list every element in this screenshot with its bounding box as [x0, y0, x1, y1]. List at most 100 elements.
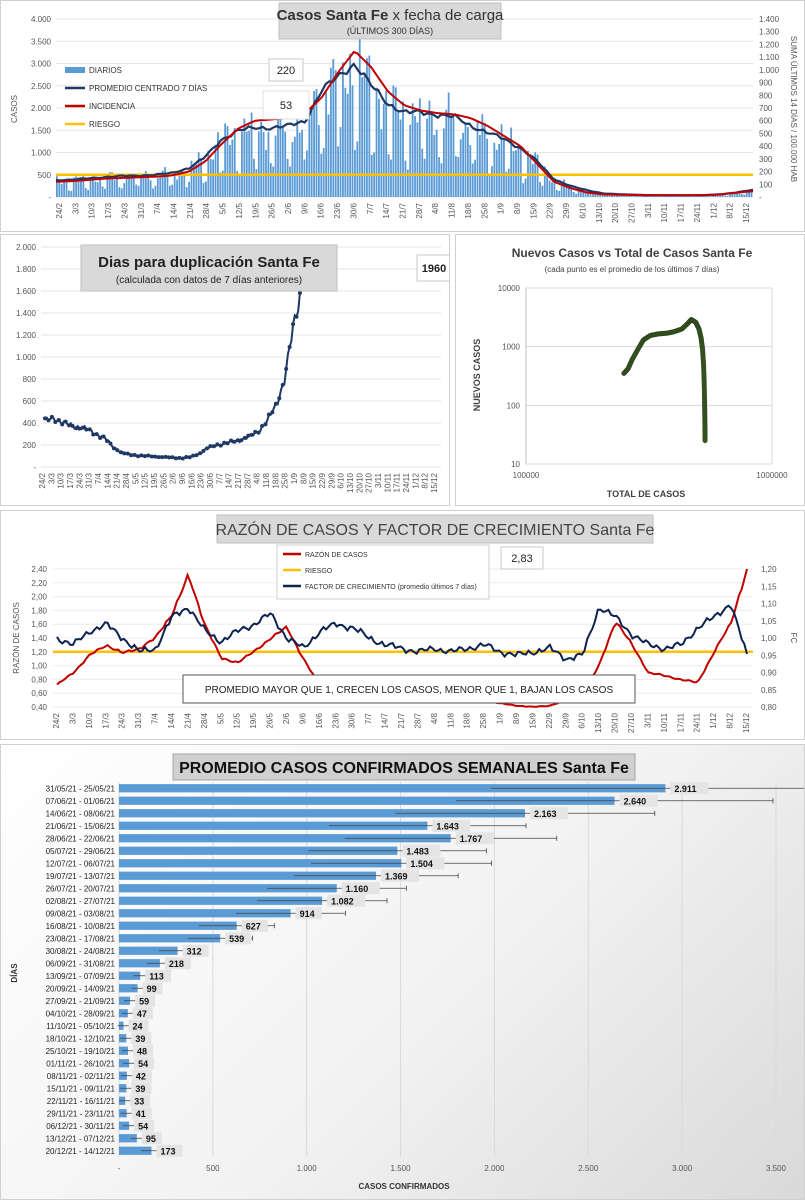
doubling-point	[287, 345, 292, 350]
y2-tick-label: 1,00	[761, 634, 777, 643]
x-tick-label: 2/6	[282, 712, 291, 724]
annotation-box	[268, 58, 304, 82]
x-tick-label: 29/9	[561, 712, 570, 728]
daily-bar	[344, 87, 347, 197]
doubling-point	[163, 454, 168, 459]
daily-bar	[565, 184, 568, 197]
daily-bar	[541, 185, 544, 197]
x-tick-label: 30/6	[206, 472, 215, 488]
x-tick-label: 12/5	[141, 472, 150, 488]
daily-bar	[221, 170, 224, 197]
daily-bar	[248, 130, 251, 197]
ratio-chart-panel: 0,40 0,60 0,80 1,00 1,20 1,40 1,60 1,80 2,00 2,20…	[0, 510, 805, 740]
value-label-box	[402, 844, 441, 857]
daily-bar	[503, 140, 505, 197]
daily-bar	[289, 166, 291, 197]
y-tick-label: 0,80	[31, 675, 47, 684]
x-tick-label: 15/9	[528, 712, 537, 728]
x-tick-label: 3/3	[68, 712, 77, 724]
x-tick-label: 10/3	[88, 202, 97, 218]
daily-bar	[209, 158, 212, 197]
daily-bar	[399, 119, 402, 197]
category-label: 19/07/21 - 13/07/21	[46, 872, 116, 881]
daily-bar	[224, 123, 227, 197]
x-tick-label: 3.500	[766, 1164, 787, 1173]
x-tick-label: 3/11	[374, 472, 383, 488]
daily-bar	[572, 191, 575, 197]
daily-bar	[147, 177, 150, 197]
category-label: 06/12/21 - 30/11/21	[46, 1122, 115, 1131]
value-label: 2.640	[624, 796, 647, 806]
daily-bar	[70, 190, 73, 197]
x-tick-label: 5/5	[219, 202, 228, 214]
chart-subtitle: (ÚLTIMOS 300 DÍAS)	[347, 26, 433, 36]
x-tick-label: 8/12	[421, 472, 430, 488]
daily-bar	[286, 158, 289, 197]
value-label: 42	[136, 1071, 146, 1081]
daily-bar	[471, 163, 474, 197]
x-tick-label: 7/4	[94, 472, 103, 484]
value-label-box	[225, 932, 252, 945]
daily-bar	[620, 194, 623, 197]
daily-bar	[608, 195, 611, 197]
daily-bar	[80, 178, 82, 197]
x-tick-label: 17/3	[104, 202, 113, 218]
x-tick-label: 1/12	[411, 472, 420, 488]
value-label: 1.767	[460, 834, 483, 844]
value-label-box	[141, 1132, 162, 1145]
daily-bar	[226, 126, 229, 197]
daily-bar	[60, 184, 63, 197]
doubling-point	[46, 418, 51, 423]
daily-bar	[277, 109, 279, 197]
x-tick-label: 25/8	[281, 472, 290, 488]
daily-bar	[257, 131, 260, 197]
daily-bar	[591, 194, 594, 197]
daily-bar	[606, 195, 609, 197]
y-tick-label: 1.400	[16, 309, 37, 318]
x-tick-label: 24/3	[75, 472, 84, 488]
daily-bar	[200, 158, 203, 197]
x-tick-label: 2/6	[284, 202, 293, 214]
doubling-point	[63, 419, 68, 424]
weekly-bar	[119, 971, 141, 980]
value-label: 627	[246, 921, 261, 931]
x-tick-label: 24/11	[402, 472, 411, 492]
legend-label: FACTOR DE CRECIMIENTO (promedio últimos …	[305, 584, 477, 591]
daily-bar	[546, 173, 549, 197]
daily-bar	[111, 172, 114, 197]
doubling-point	[80, 425, 85, 430]
x-tick-label: 6/10	[578, 202, 587, 218]
weekly-bar	[119, 921, 237, 930]
y-axis-label: NUEVOS CASOS	[472, 339, 482, 412]
doubling-point	[280, 382, 285, 387]
title-box	[172, 753, 636, 781]
chart-title-bold: Casos Santa Fe	[277, 7, 389, 24]
value-label-box	[156, 1144, 183, 1157]
doubling-point	[49, 414, 54, 419]
doubling-point	[184, 455, 189, 460]
daily-bar	[173, 171, 176, 197]
x-tick-label: 26/5	[266, 712, 275, 728]
daily-bar	[738, 190, 741, 197]
value-label: 24	[133, 1021, 143, 1031]
value-label: 218	[169, 959, 184, 969]
doubling-point	[153, 454, 158, 459]
category-label: 29/11/21 - 23/11/21	[47, 1109, 116, 1118]
doubling-point	[67, 423, 72, 428]
x-tick-label: 17/11	[393, 472, 402, 492]
daily-bar	[445, 109, 448, 197]
daily-bar	[435, 129, 438, 197]
x-tick-label: 17/3	[101, 712, 110, 728]
x-tick-label: 27/10	[628, 202, 637, 223]
x-tick-label: 8/9	[299, 472, 308, 484]
chart-title: RAZÓN DE CASOS Y FACTOR DE CRECIMIENTO S…	[216, 520, 655, 539]
value-label-box	[142, 982, 163, 995]
category-label: 20/12/21 - 14/12/21	[46, 1147, 116, 1156]
weekly-bar	[119, 784, 666, 793]
doubling-point	[77, 426, 82, 431]
daily-bar	[589, 193, 592, 197]
doubling-point	[180, 456, 185, 461]
doubling-point	[118, 450, 123, 455]
daily-bar	[351, 85, 354, 197]
x-tick-label: 30/6	[349, 202, 358, 218]
